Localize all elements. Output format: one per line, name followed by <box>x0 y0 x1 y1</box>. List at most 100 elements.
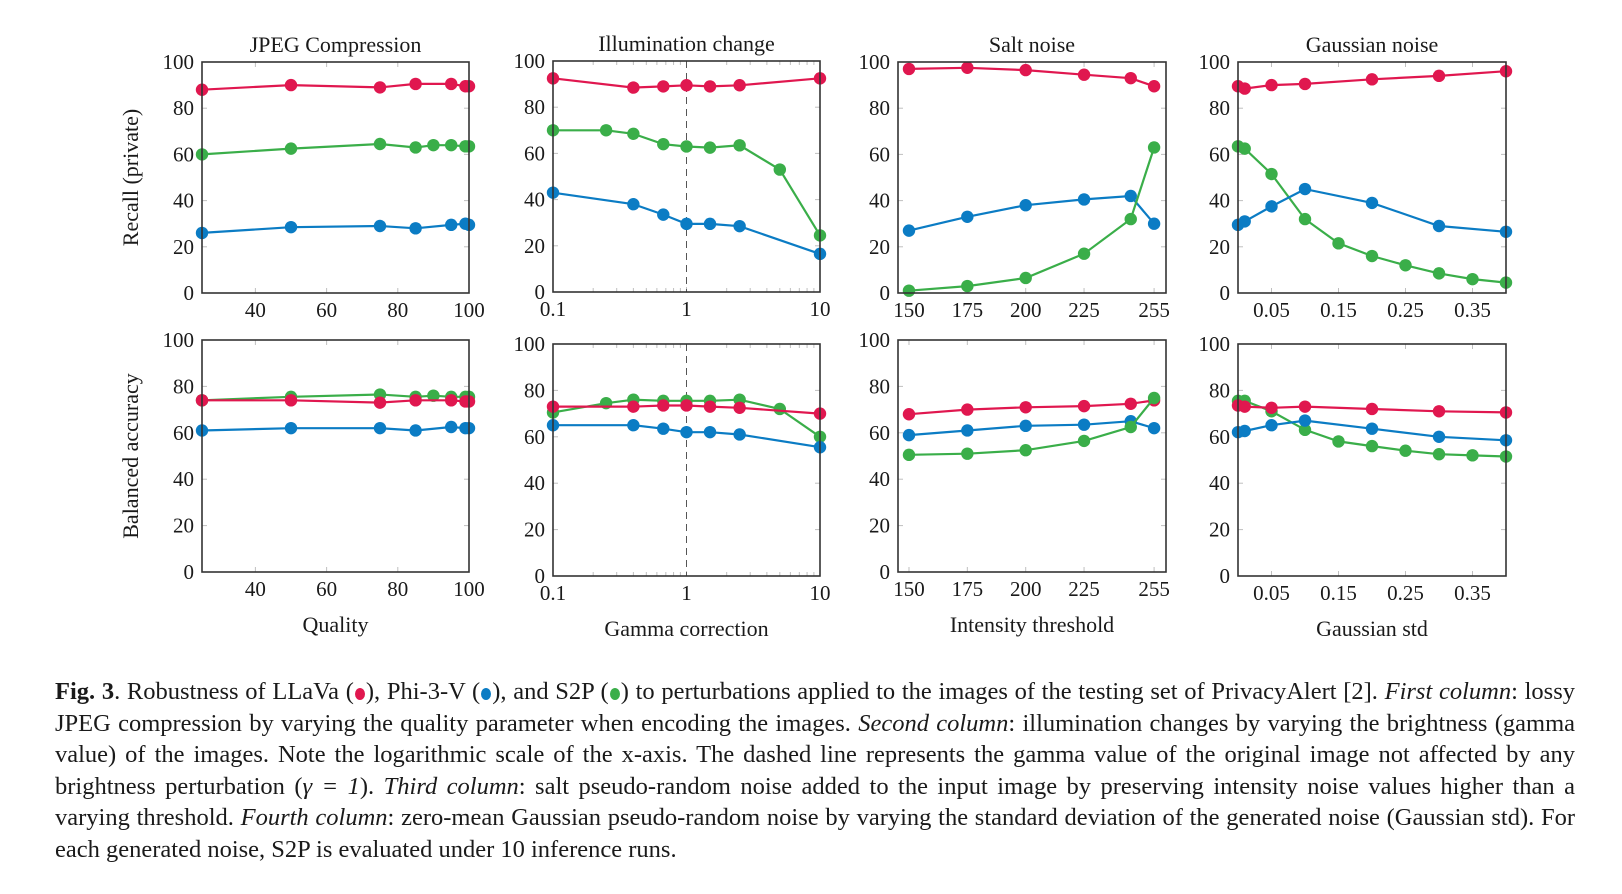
y-tick-label: 40 <box>869 189 890 213</box>
caption-text: ), and S2P ( <box>492 678 609 705</box>
figure-caption: Fig. 3. Robustness of LLaVa (), Phi-3-V … <box>55 676 1575 866</box>
data-point <box>445 218 458 232</box>
series-line <box>908 420 1155 437</box>
caption-text: : lossy JPEG compression by varying the … <box>55 678 1575 737</box>
data-point <box>1298 212 1312 226</box>
data-point <box>1019 419 1032 433</box>
data-point <box>1432 69 1446 83</box>
data-point <box>1365 439 1379 453</box>
data-point <box>409 77 422 91</box>
y-tick-label: 80 <box>1209 378 1230 402</box>
y-tick-label: 60 <box>524 425 545 449</box>
data-point <box>1019 199 1032 212</box>
data-point <box>1466 272 1479 286</box>
series-phi-3-v <box>546 419 827 454</box>
s2p-marker-icon <box>609 688 620 700</box>
x-tick-label: 0.35 <box>1454 581 1491 605</box>
x-tick-label: 1 <box>681 581 692 605</box>
data-point <box>961 447 974 460</box>
y-tick-label: 0 <box>880 281 891 305</box>
x-tick-label: 225 <box>1068 577 1100 601</box>
caption-second-column: Second column <box>858 709 1009 737</box>
data-point <box>961 210 974 223</box>
y-tick-label: 80 <box>524 95 545 119</box>
x-tick-label: 10 <box>810 581 831 605</box>
data-point <box>902 62 916 76</box>
series-llava <box>195 394 476 409</box>
data-point <box>1147 391 1161 405</box>
axes-frame <box>201 61 470 294</box>
axes-frame <box>552 343 821 577</box>
series-line <box>201 425 469 432</box>
data-point <box>733 219 746 233</box>
subplot-gauss-ba: 0 20 40 60 80 100 0.05 0.15 0.25 0.35 Gaussian std <box>1199 332 1513 641</box>
data-point <box>627 127 640 140</box>
x-axis-label: Gaussian std <box>1316 616 1428 641</box>
axes-frame <box>897 61 1167 294</box>
x-axis-label: Intensity threshold <box>950 612 1114 637</box>
subplot-title: Gaussian noise <box>1306 32 1439 57</box>
y-tick-label: 60 <box>524 141 545 165</box>
y-tick-label: 80 <box>1209 96 1230 120</box>
data-point <box>445 77 458 91</box>
y-tick-label: 20 <box>1209 235 1230 259</box>
series-s2p <box>902 141 1161 297</box>
data-point <box>1124 397 1137 410</box>
data-point <box>773 163 787 176</box>
data-point <box>657 208 670 221</box>
series-s2p <box>1231 140 1513 289</box>
series-phi-3-v <box>902 415 1161 442</box>
x-tick-label: 175 <box>952 577 984 601</box>
y-tick-label: 20 <box>869 235 890 259</box>
data-point <box>657 137 670 151</box>
x-tick-label: 10 <box>810 297 831 321</box>
subplot-illum-recall: 0 20 40 60 80 100 0.1 1 10 Illumination change <box>514 31 831 321</box>
data-point <box>1238 215 1251 228</box>
data-point <box>1077 434 1091 448</box>
data-point <box>599 124 613 137</box>
series-s2p <box>195 137 476 161</box>
data-point <box>1238 142 1251 155</box>
data-point <box>657 422 670 435</box>
series-line <box>1237 187 1507 233</box>
data-point <box>284 142 298 155</box>
data-point <box>1077 193 1091 206</box>
data-point <box>1019 271 1032 285</box>
x-tick-label: 200 <box>1010 298 1042 322</box>
data-point <box>409 424 422 437</box>
caption-third-column: Third column <box>383 772 519 800</box>
x-tick-label: 0.25 <box>1387 581 1424 605</box>
x-tick-label: 175 <box>952 298 984 322</box>
y-tick-label: 20 <box>869 514 890 538</box>
data-point <box>1265 419 1278 432</box>
data-point <box>1365 249 1379 263</box>
data-point <box>1298 423 1312 437</box>
subplot-title: Illumination change <box>598 31 775 56</box>
data-point <box>1077 399 1091 413</box>
data-point <box>445 394 458 407</box>
data-point <box>1019 63 1032 77</box>
x-tick-label: 0.05 <box>1253 298 1290 322</box>
data-point <box>627 81 640 94</box>
caption-text: ), Phi-3-V ( <box>365 678 481 705</box>
data-point <box>284 220 298 234</box>
data-point <box>902 408 916 421</box>
y-tick-label: 0 <box>535 280 546 304</box>
x-tick-label: 150 <box>893 298 925 322</box>
y-tick-label: 100 <box>1199 332 1231 356</box>
data-point <box>1124 71 1137 85</box>
data-point <box>1124 212 1137 226</box>
y-tick-label: 40 <box>869 467 890 491</box>
data-point <box>902 224 916 237</box>
data-point <box>1147 80 1161 93</box>
series-s2p <box>902 391 1161 462</box>
y-tick-label: 20 <box>524 234 545 258</box>
series-llava <box>546 399 827 420</box>
data-point <box>1432 448 1446 461</box>
data-point <box>409 141 422 154</box>
data-point <box>1365 402 1379 416</box>
y-tick-label: 40 <box>524 188 545 212</box>
data-point <box>733 428 746 441</box>
data-point <box>1019 444 1032 457</box>
data-point <box>1147 421 1161 435</box>
